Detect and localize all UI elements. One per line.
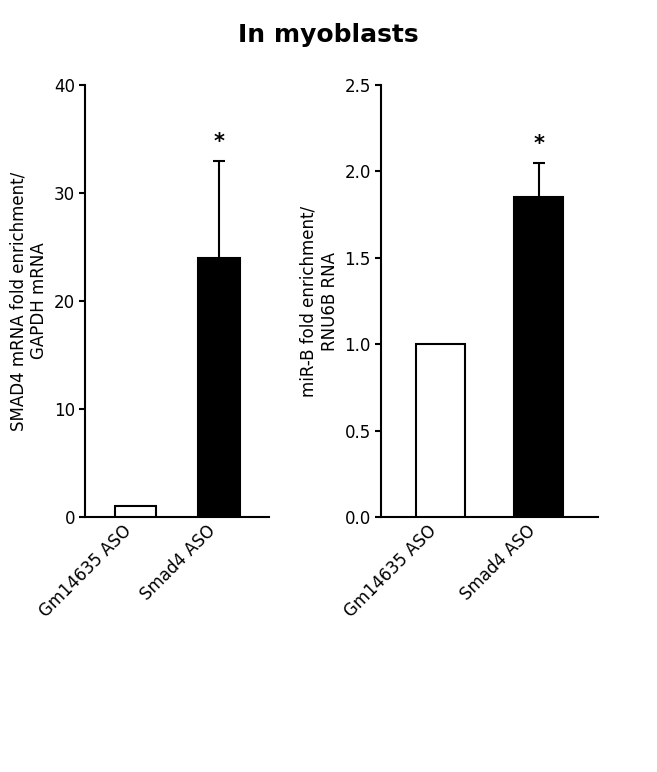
Text: In myoblasts: In myoblasts [238, 23, 419, 47]
Bar [198, 258, 240, 517]
Y-axis label: miR-B fold enrichment/
RNU6B RNA: miR-B fold enrichment/ RNU6B RNA [300, 205, 339, 397]
Text: *: * [214, 132, 225, 152]
Text: *: * [533, 134, 544, 154]
Y-axis label: SMAD4 mRNA fold enrichment/
GAPDH mRNA: SMAD4 mRNA fold enrichment/ GAPDH mRNA [9, 171, 49, 431]
Bar [115, 506, 156, 517]
Bar [415, 344, 464, 517]
Bar [514, 198, 563, 517]
